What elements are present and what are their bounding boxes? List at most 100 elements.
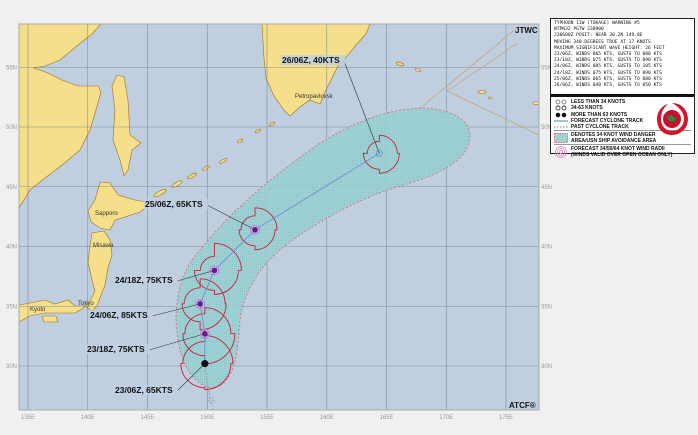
forecast-position-label: 23/06Z, 65KTS xyxy=(115,385,173,395)
lat-tick-label-right: 30N xyxy=(541,364,552,370)
typhoon-symbol-icon[interactable] xyxy=(197,301,203,307)
land-sakhalin xyxy=(111,74,142,177)
label-leader-line xyxy=(206,204,256,231)
lat-tick-label-left: 40N xyxy=(6,245,17,251)
lon-tick-label: 175E xyxy=(499,415,513,421)
warning-line: 24/18Z, WINDS 075 KTS, GUSTS TO 090 KTS xyxy=(554,70,662,76)
label-leader-line xyxy=(176,363,206,392)
typhoon-symbol-ring-icon xyxy=(199,328,210,339)
warning-line: TYPHOON 11W (TOKAGE) WARNING #5 xyxy=(554,21,640,26)
legend-radii-1: FORECAST 34/50/64 KNOT WIND RADII xyxy=(571,145,665,152)
lat-tick-label-right: 40N xyxy=(541,245,552,251)
typhoon-symbol-icon[interactable] xyxy=(211,267,218,274)
legend-danger-1: DENOTES 34 KNOT WIND DANGER xyxy=(571,131,656,138)
lon-tick-label: 140E xyxy=(81,415,95,421)
warning-line: 24/06Z, WINDS 085 KTS, GUSTS TO 105 KTS xyxy=(554,64,662,70)
legend-less-34: LESS THAN 34 KNOTS xyxy=(571,99,626,105)
lat-tick-label-left: 55N xyxy=(6,65,17,71)
forecast-position-label: 24/06Z, 85KTS xyxy=(90,310,148,320)
lat-tick-label-left: 30N xyxy=(6,364,17,370)
forecast-position-label: 26/06Z, 40KTS xyxy=(282,55,340,65)
legend-keys: LESS THAN 34 KNOTS 34-63 KNOTS MORE THAN… xyxy=(551,97,694,160)
forecast-position-label: 24/18Z, 75KTS xyxy=(115,275,173,285)
past-position-icon xyxy=(208,397,214,403)
lon-tick-label: 170E xyxy=(439,415,453,421)
lon-tick-label: 160E xyxy=(320,415,334,421)
lat-tick-label-right: 55N xyxy=(541,65,552,71)
label-leader-line xyxy=(176,270,215,282)
label-background xyxy=(114,385,178,395)
wind-radii-34kt xyxy=(181,278,227,331)
label-leader-line xyxy=(343,60,380,154)
lon-tick-label: 165E xyxy=(379,415,393,421)
label-leader-line xyxy=(151,303,201,317)
wind-radii-34kt xyxy=(193,242,242,295)
forecast-track-icon xyxy=(554,118,568,124)
legend-34-63: 34-63 KNOTS xyxy=(571,105,603,112)
city-label-tokyo: Tokyo xyxy=(78,301,94,307)
label-leader-line xyxy=(148,333,205,351)
forecast-track xyxy=(199,152,380,364)
warning-line: 230600Z POSIT: NEAR 30.2N 149.8E xyxy=(554,33,643,39)
warning-line: 25/06Z, WINDS 065 KTS, GUSTS TO 080 KTS xyxy=(554,76,662,82)
warning-line: 26/06Z, WINDS 040 KTS, GUSTS TO 050 KTS xyxy=(554,83,662,89)
jtwc-label: JTWC xyxy=(515,26,538,35)
lon-tick-label: 145E xyxy=(140,415,154,421)
lon-tick-label: 155E xyxy=(260,415,274,421)
legend-radii-2: (WINDS VALID OVER OPEN OCEAN ONLY) xyxy=(571,151,673,158)
land-shikoku xyxy=(41,315,59,323)
jtwc-logo xyxy=(657,103,688,135)
map-frame xyxy=(18,23,540,411)
label-background xyxy=(281,55,345,65)
more-than-63-knots-icon xyxy=(554,112,568,118)
atcf-label: ATCF® xyxy=(509,401,536,410)
warning-line: MAXIMUM SIGNIFICANT WAVE HEIGHT: 26 FEET xyxy=(554,45,665,51)
lat-tick-label-right: 35N xyxy=(541,304,552,310)
warning-line: MOVING 340 DEGREES TRUE AT 17 KNOTS xyxy=(554,39,651,45)
warning-text: TYPHOON 11W (TOKAGE) WARNING #5 WTPN32 PG… xyxy=(551,19,694,94)
city-label-kyoto: Kyoto xyxy=(30,307,46,313)
label-background xyxy=(89,310,153,320)
kuril-islands xyxy=(153,61,539,198)
legend-past-track: PAST CYCLONE TRACK xyxy=(571,124,629,131)
city-label-petropavlovsk: Petropavlovsk xyxy=(295,94,334,100)
typhoon-symbol-ring-icon xyxy=(250,224,260,235)
34-63-knots-icon xyxy=(554,105,568,111)
label-background xyxy=(114,275,178,285)
wind-radii-34kt xyxy=(362,134,400,174)
typhoon-symbol-icon[interactable] xyxy=(202,330,208,337)
lat-tick-label-right: 50N xyxy=(541,125,552,131)
wind-radii-34kt xyxy=(180,335,234,391)
typhoon-symbol-icon[interactable] xyxy=(252,226,258,233)
lat-tick-label-left: 50N xyxy=(6,125,17,131)
past-track xyxy=(204,363,214,410)
forecast-position-label: 25/06Z, 65KTS xyxy=(145,199,203,209)
warning-line: WTPN32 PGTW 230900 xyxy=(554,27,604,33)
typhoon-current-position-icon[interactable] xyxy=(201,360,209,368)
danger-area-swatch-icon xyxy=(554,132,568,143)
city-label-misawa: Misawa xyxy=(93,243,114,249)
boundary-lines xyxy=(411,27,539,136)
lat-tick-label-left: 45N xyxy=(6,185,17,191)
typhoon-symbol-ring-icon xyxy=(209,265,220,276)
lon-tick-label: 150E xyxy=(200,415,214,421)
legend-forecast-track: FORECAST CYCLONE TRACK xyxy=(571,117,644,124)
label-background xyxy=(144,199,208,209)
lat-tick-label-right: 45N xyxy=(541,185,552,191)
warning-line: 23/06Z, WINDS 065 KTS, GUSTS TO 080 KTS xyxy=(554,52,662,58)
label-background xyxy=(86,344,150,354)
warning-line: 23/18Z, WINDS 075 KTS, GUSTS TO 090 KTS xyxy=(554,58,662,64)
past-track-icon xyxy=(554,124,568,130)
legend-danger-2: AREA/USN SHIP AVOIDANCE AREA xyxy=(571,137,657,144)
legend-separator xyxy=(551,94,694,97)
forecast-position-label: 23/18Z, 75KTS xyxy=(87,344,145,354)
land-kamchatka xyxy=(261,24,371,117)
danger-area xyxy=(175,107,471,389)
land-hokkaido xyxy=(87,181,153,231)
tropical-storm-symbol-icon[interactable] xyxy=(375,149,383,157)
city-label-sapporo: Sapporo xyxy=(95,211,118,217)
lat-tick-label-left: 35N xyxy=(6,304,17,310)
less-than-34-knots-icon xyxy=(554,99,568,105)
lon-tick-label: 135E xyxy=(21,415,35,421)
